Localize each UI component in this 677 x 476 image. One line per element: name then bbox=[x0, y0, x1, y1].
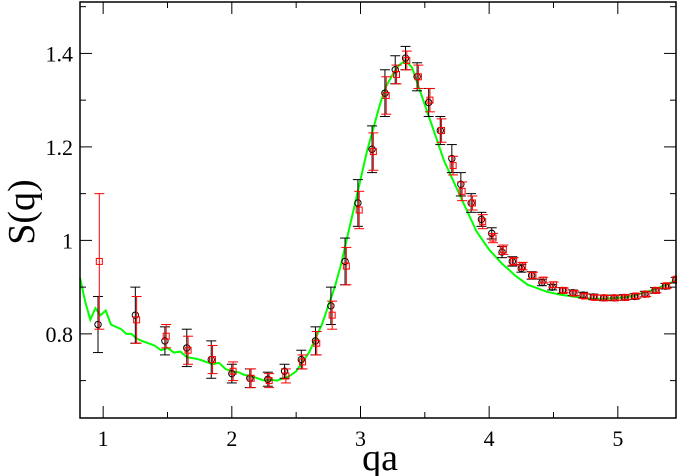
x-tick-label: 5 bbox=[612, 426, 623, 451]
data-point-square bbox=[539, 276, 547, 284]
data-point-circle bbox=[391, 66, 399, 74]
data-point-circle bbox=[311, 337, 320, 345]
data-point-square bbox=[426, 96, 434, 104]
series-square-points bbox=[94, 50, 677, 389]
x-tick-label: 3 bbox=[355, 426, 366, 451]
data-point-circle bbox=[448, 154, 456, 163]
plot-frame bbox=[79, 1, 677, 419]
data-point-square bbox=[313, 339, 321, 347]
data-point-square bbox=[510, 257, 518, 265]
data-point-circle bbox=[327, 302, 335, 310]
data-point-circle bbox=[354, 199, 362, 207]
data-point-circle bbox=[517, 264, 526, 273]
data-point-square bbox=[580, 292, 588, 300]
data-point-square bbox=[299, 358, 307, 366]
data-point-circle bbox=[401, 54, 410, 62]
data-point-square bbox=[479, 218, 487, 226]
data-point-square bbox=[95, 257, 103, 265]
data-point-square bbox=[438, 127, 446, 135]
x-axis-label: qa bbox=[362, 437, 398, 476]
data-point-circle bbox=[424, 98, 433, 107]
data-point-square bbox=[265, 377, 273, 385]
data-point-square bbox=[458, 187, 466, 195]
data-point-square bbox=[247, 374, 255, 382]
data-point-circle bbox=[264, 375, 272, 383]
data-point-circle bbox=[498, 248, 506, 256]
y-tick-label: 0.8 bbox=[46, 322, 74, 347]
data-point-circle bbox=[381, 89, 389, 97]
data-point-square bbox=[642, 290, 650, 298]
axis-layer: 1 2 3 4 5 0.8 1 1.2 1.4 bbox=[46, 1, 677, 451]
data-point-square bbox=[468, 199, 476, 207]
data-point-square bbox=[382, 91, 390, 99]
data-point-square bbox=[414, 73, 422, 81]
data-point-square bbox=[663, 282, 671, 290]
data-point-circle bbox=[183, 344, 191, 352]
data-point-square bbox=[611, 294, 619, 302]
data-point-circle bbox=[368, 145, 376, 153]
data-point-square bbox=[519, 262, 527, 270]
data-point-circle bbox=[341, 257, 349, 266]
data-point-square bbox=[328, 311, 336, 319]
data-point-square bbox=[162, 332, 170, 340]
data-point-circle bbox=[280, 367, 289, 375]
data-point-square bbox=[529, 271, 537, 279]
data-point-square bbox=[560, 286, 568, 294]
data-point-circle bbox=[477, 215, 486, 224]
y-axis-label: S(q) bbox=[1, 179, 43, 244]
data-point-circle bbox=[131, 311, 140, 319]
x-tick-label: 2 bbox=[226, 426, 237, 451]
data-point-square bbox=[489, 234, 497, 242]
data-point-square bbox=[282, 372, 290, 380]
data-point-square bbox=[229, 367, 237, 375]
data-point-circle bbox=[457, 180, 465, 188]
data-point-square bbox=[449, 162, 457, 170]
data-point-circle bbox=[94, 320, 102, 329]
data-point-circle bbox=[297, 355, 306, 364]
data-point-square bbox=[209, 356, 217, 364]
data-point-square bbox=[369, 148, 377, 156]
data-point-square bbox=[133, 316, 141, 324]
x-tick-label: 4 bbox=[484, 426, 495, 451]
y-tick-label: 1.4 bbox=[46, 41, 74, 66]
data-point-square bbox=[499, 246, 507, 254]
data-point-square bbox=[622, 293, 630, 301]
data-point-circle bbox=[161, 337, 169, 345]
data-point-circle bbox=[228, 369, 236, 378]
y-tick-label: 1.2 bbox=[46, 135, 74, 160]
data-point-square bbox=[570, 289, 578, 297]
data-point-square bbox=[355, 206, 363, 214]
data-point-square bbox=[184, 346, 192, 354]
data-point-square bbox=[403, 56, 411, 64]
data-point-square bbox=[652, 286, 660, 294]
data-point-square bbox=[549, 281, 557, 289]
data-point-square bbox=[393, 70, 401, 78]
data-point-square bbox=[342, 262, 350, 270]
y-tick-label: 1 bbox=[62, 228, 73, 253]
data-point-square bbox=[591, 293, 599, 301]
series-layer bbox=[79, 45, 677, 389]
data-point-square bbox=[673, 275, 677, 283]
data-point-square bbox=[632, 292, 640, 300]
x-tick-label: 1 bbox=[98, 426, 109, 451]
data-point-square bbox=[601, 294, 609, 302]
